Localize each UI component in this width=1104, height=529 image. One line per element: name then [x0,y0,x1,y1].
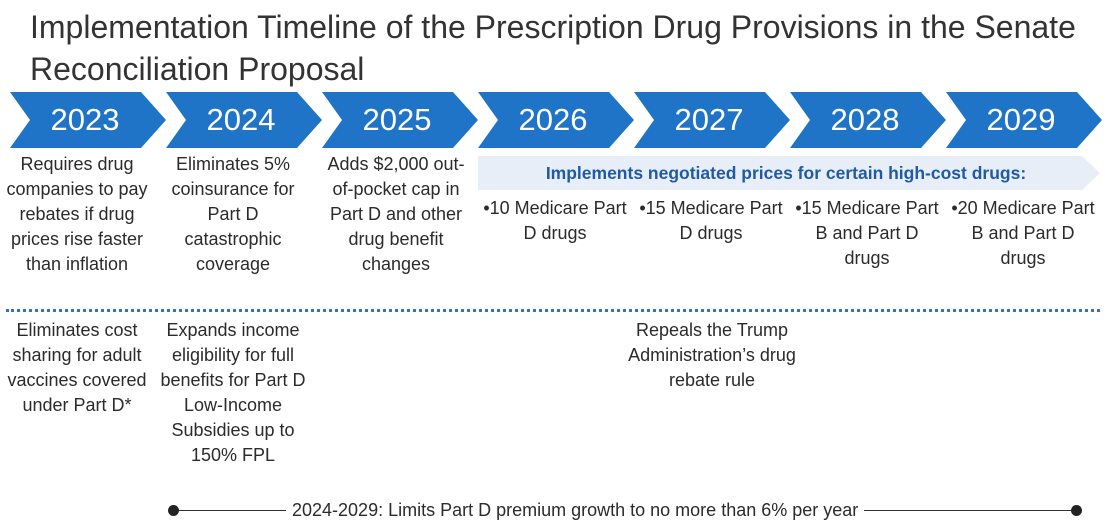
chevron-2024: 2024 [166,92,322,148]
negotiation-2026: •10 Medicare Part D drugs [483,198,627,243]
provision-2025-oop-cap: Adds $2,000 out-of-pocket cap in Part D … [327,154,465,274]
band-label: Implements negotiated prices for certain… [545,163,1027,183]
provision-2024-lis: Expands income eligibility for full bene… [160,320,306,465]
provision-2023-vaccines: Eliminates cost sharing for adult vaccin… [7,320,147,415]
span-start-dot [168,505,179,516]
negotiation-2027: •15 Medicare Part D drugs [639,198,783,243]
chevron-2029: 2029 [946,92,1102,148]
dotted-divider [6,309,1100,312]
page-title: Implementation Timeline of the Prescript… [30,9,1076,87]
year-chevron-row: 2023 2024 2025 2026 2027 2028 2029 [0,92,1104,148]
provision-2024-coinsurance: Eliminates 5% coinsurance for Part D cat… [171,154,295,274]
year-label: 2024 [206,102,276,137]
negotiated-prices-band: Implements negotiated prices for certain… [478,156,1100,190]
year-label: 2025 [362,102,432,137]
span-end-dot [1071,505,1082,516]
year-label: 2026 [518,102,588,137]
negotiation-2028: •15 Medicare Part B and Part D drugs [795,198,939,268]
provision-2027-rebate-rule: Repeals the Trump Administration’s drug … [628,320,796,390]
chevron-2023: 2023 [10,92,166,148]
year-label: 2028 [830,102,900,137]
chevron-2027: 2027 [634,92,790,148]
year-label: 2023 [50,102,120,137]
year-label: 2029 [986,102,1056,137]
premium-growth-span: 2024-2029: Limits Part D premium growth … [168,498,1082,522]
chevron-2025: 2025 [322,92,478,148]
span-label: 2024-2029: Limits Part D premium growth … [286,498,865,522]
chevron-2028: 2028 [790,92,946,148]
negotiation-2029: •20 Medicare Part B and Part D drugs [951,198,1095,268]
chevron-2026: 2026 [478,92,634,148]
year-label: 2027 [674,102,744,137]
provision-2023-rebates: Requires drug companies to pay rebates i… [6,154,148,274]
